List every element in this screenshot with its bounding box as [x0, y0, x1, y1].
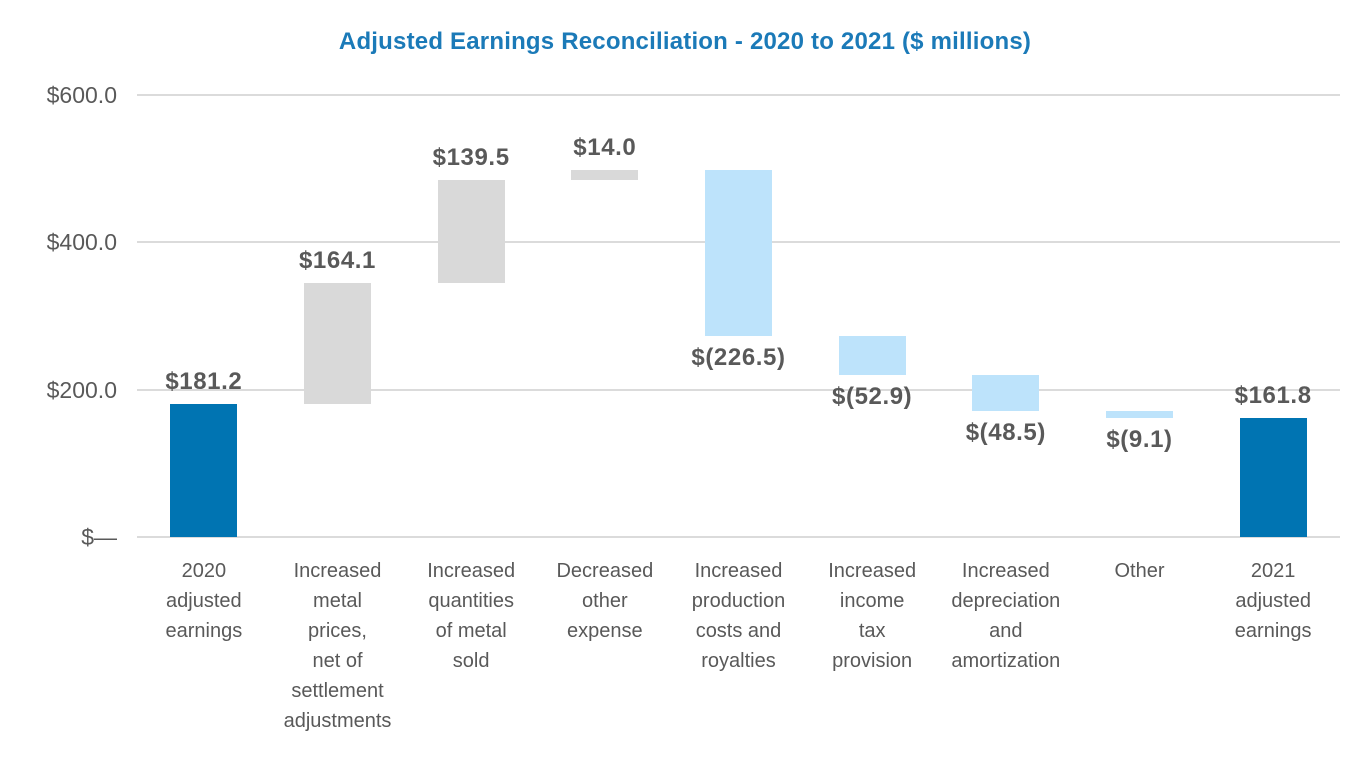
category-label: 2021 adjusted earnings	[1234, 560, 1312, 642]
bar-value-label: $164.1	[298, 246, 376, 274]
category-label: Increased income tax provision	[828, 560, 917, 672]
category-label: Increased production costs and royalties	[691, 560, 786, 672]
category-label: Decreased other expense	[556, 560, 654, 642]
waterfall-bar	[571, 169, 639, 180]
category-label: Increased quantities of metal sold	[427, 560, 516, 672]
y-tick-label: $200.0	[46, 376, 117, 403]
bar-value-label: $(9.1)	[1106, 425, 1173, 453]
bar-value-label: $(52.9)	[832, 383, 913, 411]
waterfall-bar	[170, 403, 238, 537]
category-label: Increased metal prices, net of settlemen…	[283, 560, 392, 732]
waterfall-bar	[1239, 417, 1307, 537]
waterfall-bar	[838, 336, 906, 376]
bar-value-label: $14.0	[573, 133, 637, 161]
y-tick-label: $400.0	[46, 229, 117, 256]
bar-value-label: $(226.5)	[691, 344, 786, 372]
waterfall-bar	[304, 282, 371, 404]
bar-value-label: $161.8	[1234, 381, 1312, 409]
category-label: 2020 adjusted earnings	[165, 560, 243, 642]
waterfall-bar	[705, 169, 772, 337]
category-label: Increased depreciation and amortization	[951, 560, 1061, 672]
chart-title: Adjusted Earnings Reconciliation - 2020 …	[338, 28, 1032, 55]
bar-value-label: $(48.5)	[965, 419, 1046, 447]
grid-line	[137, 388, 1340, 391]
bar-value-label: $181.2	[165, 367, 243, 395]
y-tick-label: $—	[81, 524, 117, 550]
category-label: Other	[1114, 560, 1165, 582]
grid-line	[137, 94, 1340, 96]
bar-value-label: $139.5	[432, 143, 510, 171]
waterfall-bar	[1106, 411, 1173, 418]
y-tick-label: $600.0	[46, 82, 117, 108]
waterfall-bar	[972, 375, 1040, 412]
grid-line	[137, 536, 1340, 538]
waterfall-bar	[437, 179, 505, 283]
